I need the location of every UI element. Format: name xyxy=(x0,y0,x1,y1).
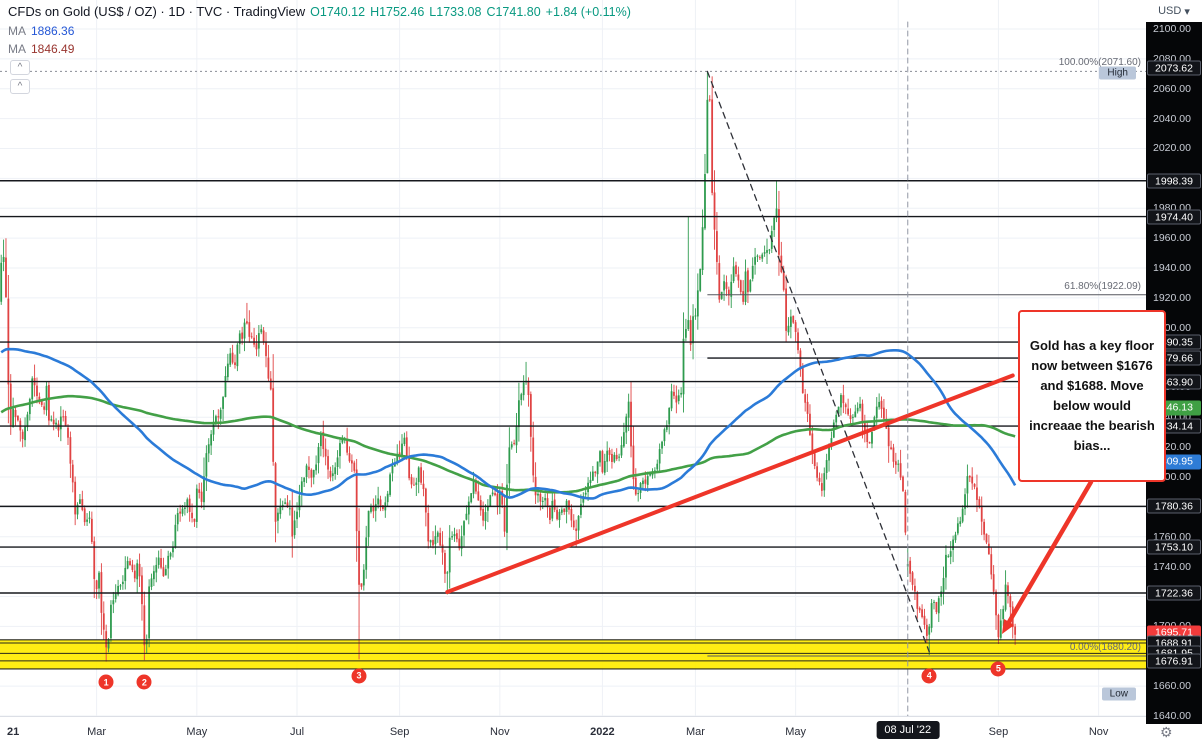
ohlc-h: H1752.46 xyxy=(370,5,425,19)
price-badge-1998.39: 1998.39 xyxy=(1147,173,1201,189)
caret-down-icon: ▾ xyxy=(1184,5,1190,18)
ma-indicator-row-1[interactable]: MA 1886.36 xyxy=(8,23,631,39)
candlestick-canvas xyxy=(0,0,1146,716)
price-axis[interactable]: 2100.002080.002060.002040.002020.002000.… xyxy=(1146,22,1202,724)
time-axis[interactable]: 21 Mar May Jul Sep Nov 2022 Mar May Sep Nov 08 Jul … xyxy=(0,716,1146,746)
price-badge-2073.62: 2073.62 xyxy=(1147,60,1201,76)
annotation-note[interactable]: Gold has a key floor now between $1676 a… xyxy=(1018,310,1166,482)
time-tick: Nov xyxy=(1088,726,1109,738)
change-value: +1.84 (+0.11%) xyxy=(545,5,631,19)
ohlc-l: L1733.08 xyxy=(429,5,482,19)
collapse-legend-button[interactable]: ^ xyxy=(10,60,30,75)
price-tick: 2020.00 xyxy=(1153,142,1191,155)
time-tick: May xyxy=(186,726,208,738)
price-tick: 1640.00 xyxy=(1153,710,1191,722)
time-tick: 21 xyxy=(7,726,20,738)
ma-indicator-row-2[interactable]: MA 1846.49 xyxy=(8,41,631,57)
ma1-value: 1886.36 xyxy=(31,24,75,38)
time-tick: Sep xyxy=(389,726,410,738)
collapse-indicators-button[interactable]: ^ xyxy=(10,79,30,94)
ma2-label: MA xyxy=(8,42,26,56)
time-tick: 2022 xyxy=(590,726,615,738)
time-tick: Mar xyxy=(87,726,107,738)
ma2-value: 1846.49 xyxy=(31,42,75,56)
swing-low-marker-5[interactable]: 5 xyxy=(990,661,1006,677)
chart-legend: CFDs on Gold (US$ / OZ) · 1D · TVC · Tra… xyxy=(8,3,631,94)
price-tick: 2060.00 xyxy=(1153,82,1191,95)
time-tick: Sep xyxy=(988,726,1009,738)
price-tick: 1960.00 xyxy=(1153,232,1191,245)
time-tick: Jul xyxy=(289,726,305,738)
price-tick: 2100.00 xyxy=(1153,23,1191,35)
price-badge-1753.10: 1753.10 xyxy=(1147,539,1201,555)
chart-pane[interactable]: CFDs on Gold (US$ / OZ) · 1D · TVC · Tra… xyxy=(0,0,1166,716)
price-tick: 1920.00 xyxy=(1153,291,1191,304)
ma1-label: MA xyxy=(8,24,26,38)
price-badge-1780.36: 1780.36 xyxy=(1147,498,1201,514)
price-badge-1974.40: 1974.40 xyxy=(1147,209,1201,225)
swing-low-marker-2[interactable]: 2 xyxy=(136,674,152,690)
price-badge-1722.36: 1722.36 xyxy=(1147,585,1201,601)
swing-low-marker-3[interactable]: 3 xyxy=(351,668,367,684)
ohlc-o: O1740.12 xyxy=(310,5,366,19)
time-tick: Mar xyxy=(685,726,705,738)
settings-gear-icon[interactable]: ⚙ xyxy=(1160,724,1173,740)
time-tick: May xyxy=(785,726,807,738)
price-tick: 1660.00 xyxy=(1153,680,1191,693)
currency-selector[interactable]: USD ▾ xyxy=(1146,0,1202,22)
price-tick: 2040.00 xyxy=(1153,112,1191,125)
swing-low-marker-4[interactable]: 4 xyxy=(921,668,937,684)
crosshair-date-badge: 08 Jul '22 xyxy=(876,721,940,739)
ohlc-c: C1741.80 xyxy=(486,5,541,19)
currency-label: USD xyxy=(1158,5,1182,17)
price-badge-1676.91: 1676.91 xyxy=(1147,653,1201,669)
price-tick: 1940.00 xyxy=(1153,261,1191,274)
axis-settings-corner: ⚙ xyxy=(1146,724,1202,746)
price-tick: 1740.00 xyxy=(1153,560,1191,573)
swing-low-marker-1[interactable]: 1 xyxy=(98,674,114,690)
time-tick: Nov xyxy=(490,726,510,738)
ohlc-values: O1740.12 H1752.46 L1733.08 C1741.80 +1.84 (+… xyxy=(305,3,631,20)
symbol-title[interactable]: CFDs on Gold (US$ / OZ) · 1D · TVC · Tra… xyxy=(8,4,306,19)
